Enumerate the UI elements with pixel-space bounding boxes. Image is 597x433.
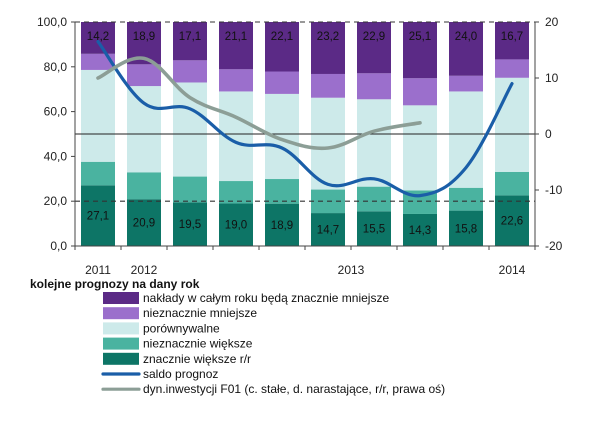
legend-label-2: nieznacznie mniejsze (143, 306, 257, 320)
bar-4-9 (449, 75, 483, 92)
bar-4-7 (357, 73, 391, 100)
bar-1-9 (449, 210, 483, 246)
bars (75, 21, 535, 246)
legend-swatch-5 (103, 352, 139, 365)
bar-label-5-2: 18,9 (133, 31, 155, 43)
legend-swatch-4 (103, 337, 139, 350)
bar-label-1-4: 19,0 (225, 220, 247, 232)
bar-5-5 (265, 22, 299, 72)
bar-label-1-2: 20,9 (133, 218, 155, 230)
y-left-tick-6: 100,0 (37, 15, 67, 29)
bar-3-1 (81, 69, 115, 162)
y-left-tick-5: 80,0 (44, 60, 68, 74)
legend-label-7: dyn.inwestycji F01 (c. stałe, d. narasta… (143, 382, 445, 396)
bar-2-4 (219, 181, 253, 204)
bar-4-5 (265, 71, 299, 94)
y-right-tick-3: 0 (545, 127, 552, 141)
bar-3-9 (449, 91, 483, 188)
bar-labels: 27,1 20,9 19,5 19,0 18,9 14,7 15,5 14,3 15,8 22,6… (87, 31, 523, 237)
bar-1-5 (265, 203, 299, 246)
bar-label-5-7: 22,9 (363, 31, 385, 43)
y-left-tick-1: 0,0 (50, 239, 67, 253)
bar-5-9 (449, 22, 483, 76)
axes: 0,0 20,0 40,0 60,0 80,0 100,0 -20 -10 0 10 20 2011 2… (37, 15, 563, 277)
bar-label-5-6: 23,2 (317, 31, 339, 43)
bar-5-7 (357, 22, 391, 74)
bar-label-5-5: 22,1 (271, 31, 293, 43)
bar-3-7 (357, 99, 391, 187)
bar-label-1-9: 15,8 (455, 223, 477, 235)
bar-5-8 (403, 22, 437, 79)
bar-1-3 (173, 202, 207, 246)
legend-swatch-3 (103, 322, 139, 335)
bar-label-5-9: 24,0 (455, 31, 477, 43)
x-tick-1: 2011 (85, 263, 111, 277)
bar-label-1-5: 18,9 (271, 220, 293, 232)
y-left-tick-4: 60,0 (44, 105, 68, 119)
legend-label-3: porównywalne (143, 321, 220, 335)
y-right-tick-2: -10 (545, 183, 563, 197)
bar-5-3 (173, 22, 207, 61)
bar-5-4 (219, 22, 253, 70)
bar-1-4 (219, 203, 253, 246)
bar-label-5-4: 21,1 (225, 31, 247, 43)
bar-label-1-1: 27,1 (87, 211, 109, 223)
legend-label-1: nakłady w całym roku będą znacznie mniej… (143, 291, 389, 305)
bar-label-1-6: 14,7 (317, 225, 339, 237)
bar-3-10 (495, 77, 529, 172)
bar-4-3 (173, 60, 207, 83)
y-left-tick-3: 40,0 (44, 149, 68, 163)
line-series-1 (96, 40, 514, 198)
bar-label-1-3: 19,5 (179, 219, 201, 231)
y-right-tick-1: -20 (545, 239, 563, 253)
bar-1-8 (403, 213, 437, 246)
bar-4-2 (127, 64, 161, 87)
bar-3-8 (403, 105, 437, 191)
legend-label-6: saldo prognoz (143, 367, 218, 381)
legend-label-5: znacznie większe r/r (143, 352, 251, 366)
bar-5-1 (81, 22, 115, 54)
bar-1-1 (81, 185, 115, 246)
x-tick-2: 2012 (131, 263, 158, 277)
x-tick-3: 2013 (338, 263, 365, 277)
legend: kolejne prognozy na dany rok nakłady w c… (30, 277, 445, 396)
legend-swatch-1 (103, 292, 139, 304)
bar-4-8 (403, 78, 437, 106)
bar-2-3 (173, 176, 207, 203)
legend-swatch-2 (103, 307, 139, 320)
bar-label-5-1: 14,2 (87, 31, 109, 43)
bar-4-4 (219, 69, 253, 92)
lines (96, 40, 514, 198)
bar-3-2 (127, 86, 161, 173)
bar-1-7 (357, 211, 391, 246)
legend-title: kolejne prognozy na dany rok (30, 277, 200, 291)
bar-1-2 (127, 199, 161, 246)
bar-label-1-8: 14,3 (409, 225, 431, 237)
line-series-2 (96, 56, 422, 151)
bar-2-2 (127, 172, 161, 200)
bar-1-6 (311, 213, 345, 246)
bar-2-5 (265, 179, 299, 204)
bar-2-10 (495, 171, 529, 196)
bar-5-10 (495, 22, 529, 60)
bar-4-6 (311, 73, 345, 98)
bar-label-5-8: 25,1 (409, 31, 431, 43)
x-tick-4: 2014 (499, 263, 526, 277)
y-right-tick-5: 20 (545, 15, 559, 29)
bar-label-5-10: 16,7 (501, 31, 523, 43)
bar-4-1 (81, 53, 115, 70)
bar-2-7 (357, 186, 391, 212)
y-left-tick-2: 20,0 (44, 194, 68, 208)
bar-1-10 (495, 195, 529, 246)
bar-5-6 (311, 22, 345, 74)
y-right-tick-4: 10 (545, 71, 559, 85)
bar-2-1 (81, 161, 115, 186)
bar-label-5-3: 17,1 (179, 31, 201, 43)
bar-2-9 (449, 187, 483, 211)
bar-4-10 (495, 59, 529, 78)
legend-label-4: nieznacznie większe (143, 337, 253, 351)
bar-label-1-7: 15,5 (363, 224, 385, 236)
bar-label-1-10: 22,6 (501, 216, 523, 228)
